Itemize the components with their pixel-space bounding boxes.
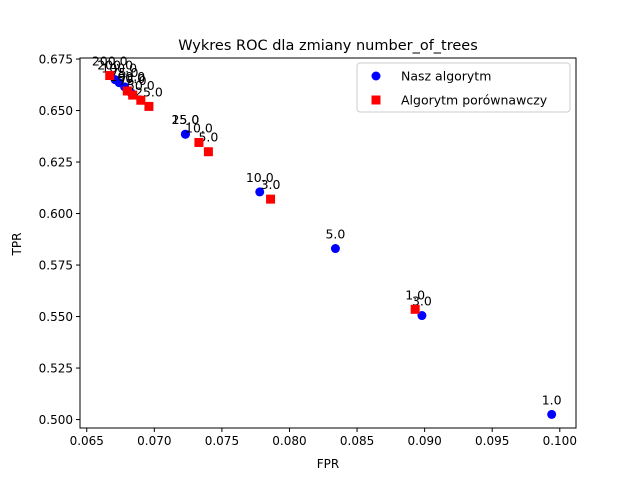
x-axis-label: FPR: [317, 457, 339, 471]
y-tick-label: 0.525: [39, 362, 73, 376]
axes-frame: [79, 57, 577, 429]
data-point: [122, 86, 132, 96]
point-label: 3.0: [261, 177, 281, 192]
legend-marker-0: [371, 71, 381, 81]
data-point: [136, 95, 146, 105]
x-tick-label: 0.080: [272, 434, 306, 448]
data-point: [330, 244, 340, 254]
point-label: 25.0: [171, 112, 199, 127]
x-tick-label: 0.085: [340, 434, 374, 448]
data-point: [255, 187, 265, 197]
legend-label-1: Algorytm porównawczy: [401, 93, 548, 108]
legend-box: [356, 62, 571, 113]
data-point: [144, 101, 154, 111]
data-point: [417, 311, 427, 321]
point-label: 10.0: [185, 120, 213, 135]
data-point: [266, 194, 276, 204]
chart-title: Wykres ROC dla zmiany number_of_trees: [178, 38, 478, 54]
legend-marker-1: [371, 95, 381, 105]
point-label: 50.0: [117, 71, 145, 86]
point-label: 3.0: [412, 294, 432, 309]
axes: 0.065 0.070 0.075 0.080 0.085 0.090 0.095 0.100…: [39, 53, 577, 448]
point-label: 5.0: [325, 227, 345, 242]
x-tick-label: 0.090: [407, 434, 441, 448]
point-label: 200.0: [92, 54, 128, 69]
x-tick-label: 0.075: [205, 434, 239, 448]
y-tick-label: 0.575: [39, 259, 73, 273]
point-label: 1.0: [405, 287, 425, 302]
point-label: 75.0: [119, 73, 147, 88]
x-tick-label: 0.100: [543, 434, 577, 448]
legend: Nasz algorytm Algorytm porównawczy: [356, 62, 571, 113]
legend-label-0: Nasz algorytm: [401, 69, 491, 84]
y-tick-label: 0.650: [39, 104, 73, 118]
point-label: 1.0: [542, 392, 562, 407]
data-point: [203, 147, 213, 157]
x-tick-label: 0.095: [475, 434, 509, 448]
y-tick-label: 0.625: [39, 156, 73, 170]
point-label: 10.0: [246, 170, 274, 185]
point-label: 25.0: [135, 84, 163, 99]
data-point: [128, 90, 138, 100]
plot-area: 1.03.05.010.015.025.050.075.0100.0200.01…: [92, 54, 562, 419]
point-label: 15.0: [171, 112, 199, 127]
data-point: [180, 129, 190, 139]
data-point: [547, 409, 557, 419]
data-point: [105, 71, 115, 81]
x-tick-label: 0.065: [70, 434, 104, 448]
point-label: 200.0: [97, 58, 133, 73]
x-tick-label: 0.070: [137, 434, 171, 448]
y-axis-label: TPR: [10, 233, 24, 257]
y-tick-label: 0.675: [39, 53, 73, 67]
y-tick-label: 0.550: [39, 310, 73, 324]
data-point: [410, 304, 420, 314]
data-point: [194, 137, 204, 147]
point-label: 100.0: [109, 69, 145, 84]
y-tick-label: 0.600: [39, 207, 73, 221]
y-tick-label: 0.500: [39, 413, 73, 427]
point-label: 50.0: [127, 78, 155, 93]
